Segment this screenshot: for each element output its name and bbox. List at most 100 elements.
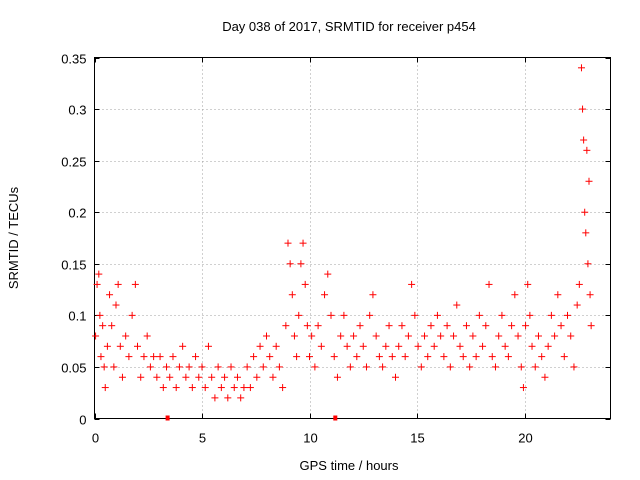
y-tick-label: 0.15 <box>61 258 86 273</box>
x-axis-label: GPS time / hours <box>300 458 399 473</box>
data-point <box>159 384 167 392</box>
data-point <box>97 353 105 361</box>
data-point <box>246 384 254 392</box>
data-point <box>583 146 591 154</box>
data-point <box>93 280 101 288</box>
data-point <box>450 332 458 340</box>
data-point <box>526 311 534 319</box>
data-point <box>567 332 575 340</box>
data-point <box>282 322 290 330</box>
data-point <box>359 342 367 350</box>
data-point <box>388 353 396 361</box>
data-point <box>295 311 303 319</box>
data-point <box>140 353 148 361</box>
data-point <box>475 311 483 319</box>
data-point <box>211 394 219 402</box>
data-point <box>208 373 216 381</box>
data-point <box>346 363 354 371</box>
data-point <box>575 280 583 288</box>
data-point <box>101 384 109 392</box>
data-point <box>169 353 177 361</box>
data-points <box>92 64 595 421</box>
data-point <box>427 322 435 330</box>
data-point <box>288 291 296 299</box>
data-point <box>259 363 267 371</box>
data-point <box>554 291 562 299</box>
data-point <box>421 332 429 340</box>
data-point <box>580 136 588 144</box>
data-point <box>125 353 133 361</box>
data-point <box>417 363 425 371</box>
data-point <box>585 177 593 185</box>
data-point <box>156 353 164 361</box>
data-point <box>538 353 546 361</box>
data-point <box>263 332 270 340</box>
data-point <box>96 311 104 319</box>
data-point <box>172 384 180 392</box>
data-point <box>524 280 532 288</box>
data-point <box>356 322 364 330</box>
data-point <box>290 332 298 340</box>
data-point <box>491 363 499 371</box>
data-point <box>179 342 187 350</box>
y-tick-label: 0 <box>79 413 86 428</box>
data-point <box>369 291 377 299</box>
data-point <box>362 363 370 371</box>
data-point <box>495 332 503 340</box>
data-point <box>557 322 565 330</box>
data-point <box>541 373 549 381</box>
data-point <box>233 373 241 381</box>
data-point <box>279 384 287 392</box>
y-axis-ticks: 0 0.05 0.1 0.15 0.2 0.25 0.3 0.35 <box>61 52 611 428</box>
data-point <box>504 353 512 361</box>
data-point <box>485 280 493 288</box>
data-point <box>587 322 595 330</box>
data-point <box>221 373 229 381</box>
y-tick-label: 0.35 <box>61 52 86 67</box>
data-point <box>321 291 329 299</box>
data-point <box>314 322 322 330</box>
data-point <box>411 311 419 319</box>
data-point <box>522 322 530 330</box>
data-point <box>501 342 509 350</box>
data-point <box>517 363 525 371</box>
data-point <box>275 363 283 371</box>
data-point <box>108 322 116 330</box>
y-tick-label: 0.05 <box>61 361 86 376</box>
data-point <box>579 105 587 113</box>
data-point <box>408 280 416 288</box>
data-point <box>106 291 114 299</box>
data-point <box>498 311 506 319</box>
data-point <box>462 322 470 330</box>
data-point <box>201 384 209 392</box>
data-point <box>134 342 141 350</box>
data-point <box>366 311 374 319</box>
data-point <box>573 301 581 309</box>
data-point <box>185 363 193 371</box>
data-point <box>437 332 445 340</box>
data-point <box>95 270 103 278</box>
data-point <box>175 363 183 371</box>
data-point <box>337 332 345 340</box>
data-point <box>166 373 174 381</box>
data-point <box>560 353 568 361</box>
data-point <box>224 394 232 402</box>
data-point <box>317 342 325 350</box>
data-point <box>297 260 305 268</box>
plot-frame <box>94 57 611 419</box>
data-point <box>230 384 238 392</box>
data-point <box>514 332 522 340</box>
data-point <box>311 363 319 371</box>
data-point <box>353 353 361 361</box>
data-point <box>446 363 454 371</box>
y-tick-label: 0.2 <box>68 206 86 221</box>
data-point <box>469 332 477 340</box>
data-point <box>150 353 158 361</box>
data-point <box>333 373 341 381</box>
data-point <box>131 280 139 288</box>
data-point <box>519 384 527 392</box>
data-point <box>217 384 225 392</box>
data-point <box>443 322 451 330</box>
data-point <box>188 384 196 392</box>
data-point <box>227 363 235 371</box>
